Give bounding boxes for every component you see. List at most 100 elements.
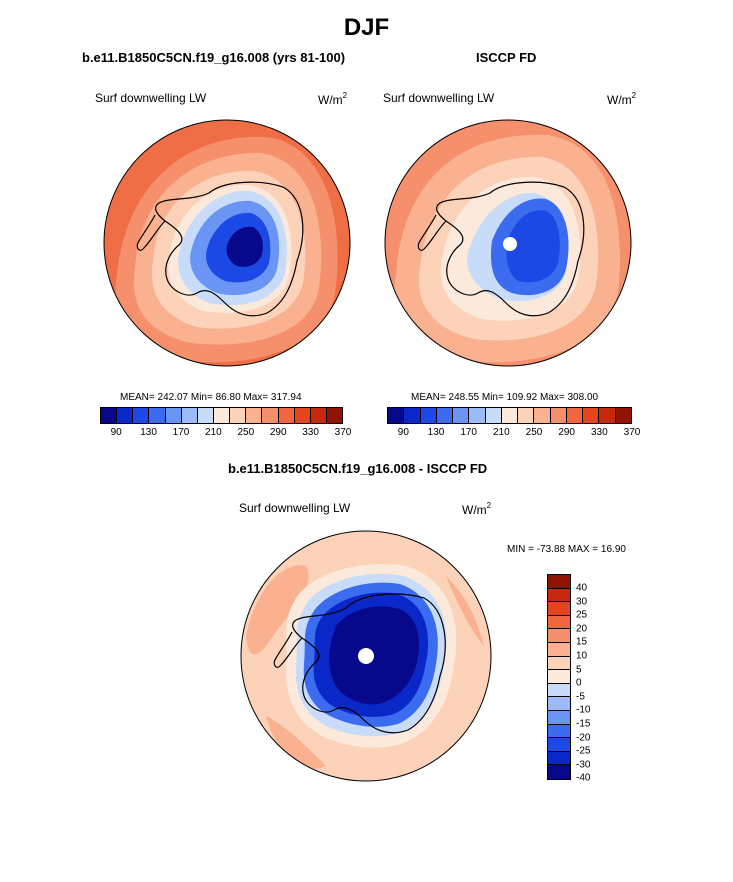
colorbar-cell xyxy=(518,408,535,423)
colorbar-label: -5 xyxy=(576,691,585,703)
colorbar-label: -10 xyxy=(576,704,591,716)
panel-obs-colorbar xyxy=(387,407,632,424)
colorbar-label: 0 xyxy=(576,677,582,689)
panel-model-colorbar xyxy=(100,407,343,424)
colorbar-cells xyxy=(100,407,343,424)
panel-model-variable: Surf downwelling LW xyxy=(95,91,207,105)
colorbar-cell xyxy=(388,408,405,423)
colorbar-cell xyxy=(548,670,570,684)
panel-model-map xyxy=(103,119,351,367)
colorbar-cell xyxy=(548,765,570,779)
colorbar-cell xyxy=(101,408,118,423)
panel-diff-stats: MIN = -73.88 MAX = 16.90 xyxy=(507,544,626,555)
colorbar-cell xyxy=(548,629,570,643)
colorbar-cell xyxy=(326,408,343,423)
panel-diff-units: W/m2 xyxy=(462,501,492,517)
colorbar-cell xyxy=(420,408,437,423)
panel-model-colorbar-labels: 90 130 170 210 250 290 330 370 xyxy=(100,427,352,439)
panel-model-stats: MEAN= 242.07 Min= 86.80 Max= 317.94 xyxy=(120,392,302,403)
colorbar-label: 170 xyxy=(460,427,477,438)
colorbar-cell xyxy=(548,697,570,711)
colorbar-cell xyxy=(615,408,631,423)
colorbar-cell xyxy=(436,408,454,423)
colorbar-cell xyxy=(548,738,570,752)
colorbar-cell xyxy=(133,408,150,423)
colorbar-cell xyxy=(548,724,570,739)
colorbar-label: 370 xyxy=(334,427,352,438)
colorbar-label: 330 xyxy=(302,427,319,438)
colorbar-label: 330 xyxy=(590,427,608,438)
colorbar-label: 250 xyxy=(525,427,543,438)
colorbar-label: 130 xyxy=(140,427,157,438)
colorbar-cell xyxy=(181,408,198,423)
colorbar-cell xyxy=(548,683,570,698)
colorbar-cell xyxy=(246,408,263,423)
panel-diff-colorbar xyxy=(547,574,571,780)
colorbar-cell xyxy=(548,751,570,766)
colorbar-label: 170 xyxy=(172,427,190,438)
colorbar-cell xyxy=(550,408,567,423)
colorbar-cell xyxy=(469,408,486,423)
colorbar-label: 90 xyxy=(110,427,122,438)
colorbar-cell xyxy=(117,408,134,423)
colorbar-label: 290 xyxy=(558,427,575,438)
panel-obs-stats: MEAN= 248.55 Min= 109.92 Max= 308.00 xyxy=(411,392,599,403)
main-title: DJF xyxy=(343,14,390,41)
colorbar-cell xyxy=(548,710,570,725)
colorbar-cell xyxy=(566,408,584,423)
panel-diff-map xyxy=(240,530,492,782)
colorbar-label: 25 xyxy=(576,609,588,621)
panel-diff-colorbar-labels: 40 30 25 20 15 10 5 0 -5 -10 -15 -20 -25 -30 -40 xyxy=(576,574,606,784)
panel-obs-title: ISCCP FD xyxy=(476,50,537,65)
colorbar-cells xyxy=(547,574,571,780)
panel-obs-colorbar-labels: 90 130 170 210 250 290 330 370 xyxy=(387,427,641,439)
colorbar-label: 370 xyxy=(623,427,641,438)
colorbar-label: 290 xyxy=(269,427,287,438)
colorbar-cell xyxy=(548,615,570,630)
colorbar-cell xyxy=(262,408,279,423)
colorbar-cell xyxy=(230,408,247,423)
colorbar-label: -15 xyxy=(576,718,591,730)
colorbar-cell xyxy=(213,408,231,423)
panel-obs-units: W/m2 xyxy=(607,91,637,107)
colorbar-label: 210 xyxy=(492,427,510,438)
colorbar-cell xyxy=(453,408,470,423)
panel-obs-map xyxy=(384,119,632,367)
colorbar-label: 90 xyxy=(397,427,409,438)
colorbar-label: -40 xyxy=(576,772,591,784)
colorbar-cell xyxy=(548,588,570,603)
colorbar-cell xyxy=(583,408,600,423)
colorbar-label: 10 xyxy=(576,650,588,662)
colorbar-label: -20 xyxy=(576,732,591,744)
panel-diff-title: b.e11.B1850C5CN.f19_g16.008 - ISCCP FD xyxy=(228,461,488,476)
panel-model-title: b.e11.B1850C5CN.f19_g16.008 (yrs 81-100) xyxy=(82,50,346,65)
colorbar-cell xyxy=(165,408,182,423)
colorbar-cell xyxy=(485,408,502,423)
colorbar-label: 20 xyxy=(576,623,588,635)
colorbar-cell xyxy=(548,642,570,657)
colorbar-cell xyxy=(534,408,551,423)
colorbar-label: 130 xyxy=(427,427,445,438)
colorbar-cells xyxy=(387,407,632,424)
colorbar-cell xyxy=(278,408,295,423)
colorbar-cell xyxy=(548,656,570,671)
panel-obs-variable: Surf downwelling LW xyxy=(383,91,495,105)
colorbar-label: 5 xyxy=(576,664,582,676)
colorbar-cell xyxy=(599,408,616,423)
colorbar-cell xyxy=(310,408,327,423)
colorbar-label: 15 xyxy=(576,636,588,648)
colorbar-cell xyxy=(197,408,214,423)
panel-model-units: W/m2 xyxy=(318,91,348,107)
colorbar-cell xyxy=(548,602,570,616)
colorbar-label: 40 xyxy=(576,582,588,594)
colorbar-cell xyxy=(149,408,166,423)
colorbar-label: 250 xyxy=(237,427,255,438)
colorbar-cell xyxy=(404,408,421,423)
colorbar-label: -25 xyxy=(576,745,591,757)
colorbar-cell xyxy=(501,408,519,423)
colorbar-label: -30 xyxy=(576,759,591,771)
colorbar-label: 30 xyxy=(576,596,588,608)
colorbar-label: 210 xyxy=(205,427,222,438)
colorbar-cell xyxy=(294,408,311,423)
panel-diff-variable: Surf downwelling LW xyxy=(239,501,351,515)
